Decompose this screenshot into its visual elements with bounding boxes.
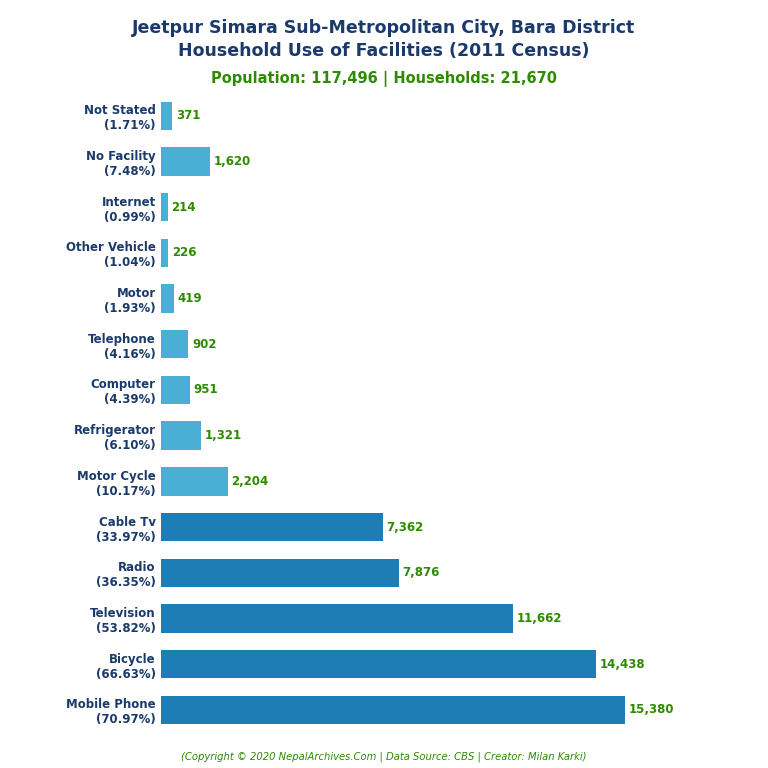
Bar <box>161 330 188 359</box>
Bar <box>161 147 210 176</box>
Text: Household Use of Facilities (2011 Census): Household Use of Facilities (2011 Census… <box>178 42 590 60</box>
Text: 419: 419 <box>177 292 202 305</box>
Bar <box>161 284 174 313</box>
Text: Population: 117,496 | Households: 21,670: Population: 117,496 | Households: 21,670 <box>211 71 557 87</box>
Bar <box>161 467 227 495</box>
Text: 226: 226 <box>172 247 196 260</box>
Text: 902: 902 <box>192 338 217 351</box>
Text: 1,620: 1,620 <box>214 155 251 168</box>
Text: 14,438: 14,438 <box>600 657 646 670</box>
Text: Jeetpur Simara Sub-Metropolitan City, Bara District: Jeetpur Simara Sub-Metropolitan City, Ba… <box>132 19 636 37</box>
Bar <box>161 696 624 724</box>
Bar <box>161 193 167 221</box>
Bar <box>161 239 168 267</box>
Text: (Copyright © 2020 NepalArchives.Com | Data Source: CBS | Creator: Milan Karki): (Copyright © 2020 NepalArchives.Com | Da… <box>181 751 587 762</box>
Text: 951: 951 <box>194 383 218 396</box>
Bar <box>161 604 513 633</box>
Bar <box>161 101 173 130</box>
Bar <box>161 558 399 587</box>
Bar <box>161 376 190 404</box>
Text: 7,362: 7,362 <box>387 521 424 534</box>
Text: 15,380: 15,380 <box>628 703 674 717</box>
Text: 371: 371 <box>176 109 200 122</box>
Text: 1,321: 1,321 <box>205 429 242 442</box>
Bar <box>161 513 383 541</box>
Bar <box>161 422 201 450</box>
Text: 214: 214 <box>171 200 196 214</box>
Text: 11,662: 11,662 <box>516 612 562 625</box>
Text: 7,876: 7,876 <box>402 566 439 579</box>
Text: 2,204: 2,204 <box>231 475 269 488</box>
Bar <box>161 650 596 678</box>
